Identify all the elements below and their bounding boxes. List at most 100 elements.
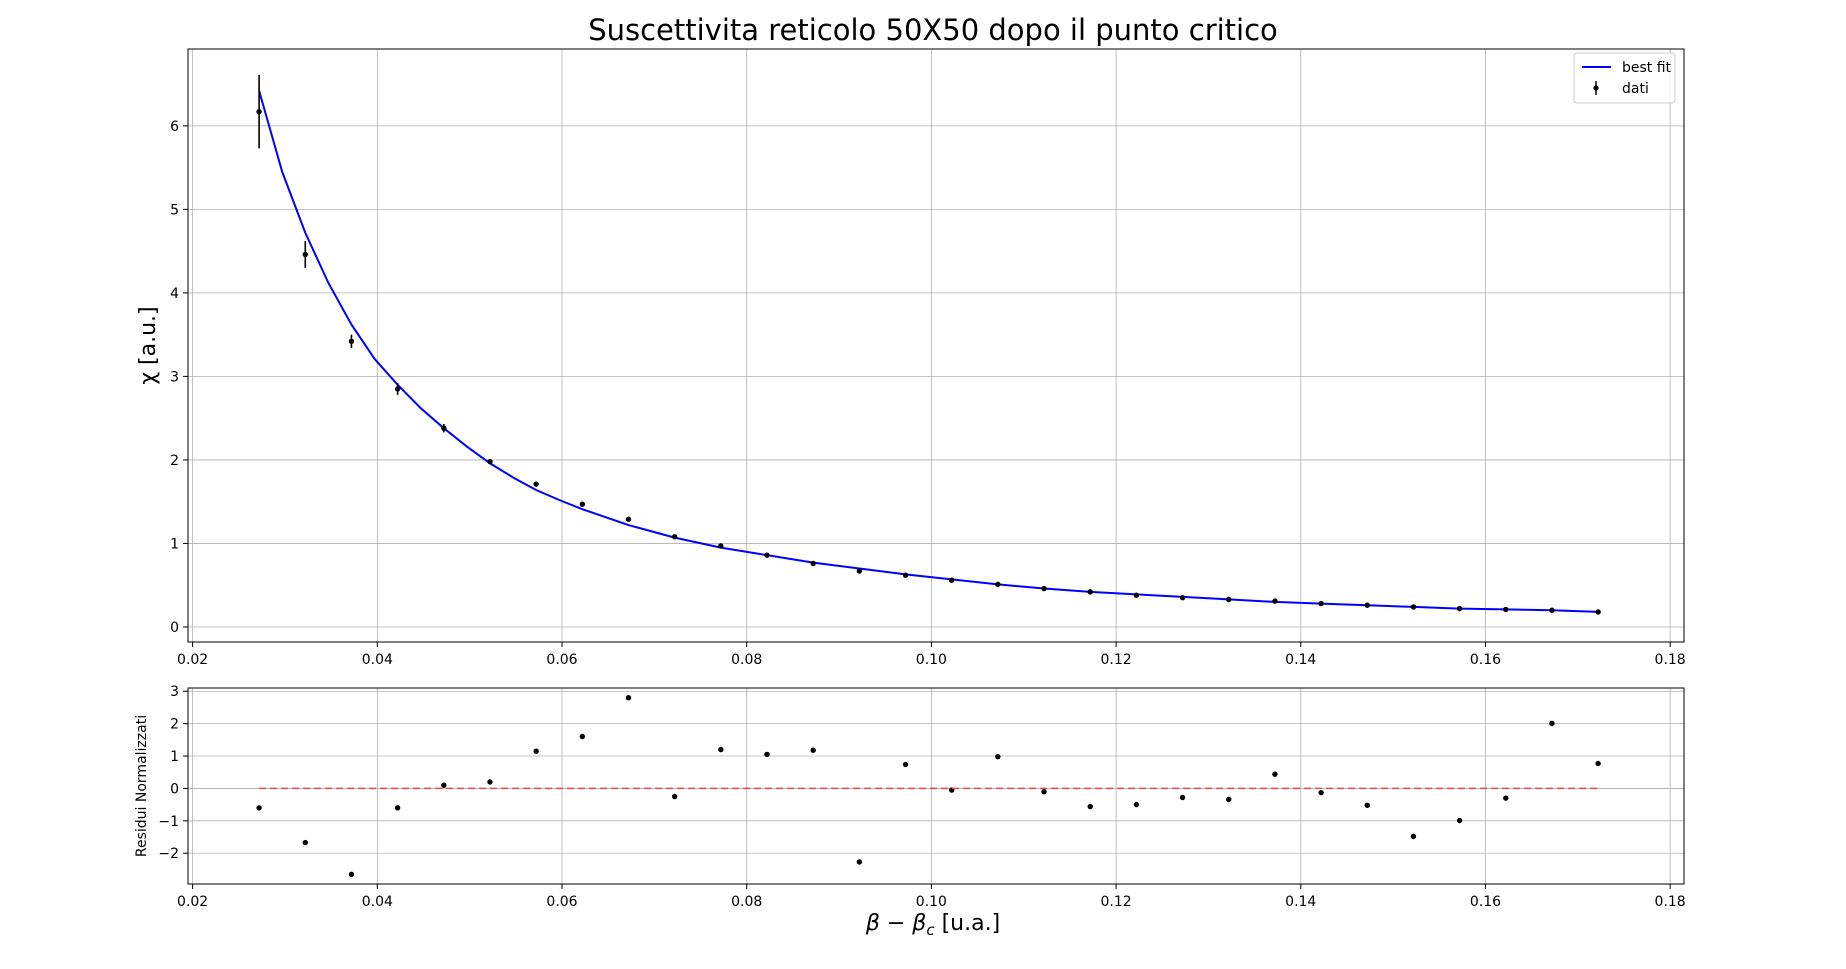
main-chart-panel: 0.02 0.04 0.06 0.08 0.10 0.12 0.14 0.16 0.18 0 1 2… [136, 48, 1686, 668]
main-data-point [256, 108, 262, 115]
main-data-point [902, 572, 909, 578]
main-x-tick-label: 0.14 [1285, 652, 1316, 668]
legend-dati-marker-swatch [1593, 85, 1599, 91]
res-residual-point [256, 805, 262, 811]
res-residual-point [1041, 788, 1047, 795]
res-residual-point [1595, 760, 1601, 767]
res-x-tick-label: 0.12 [1100, 894, 1131, 910]
xlabel-unit: [u.a.] [935, 911, 1001, 936]
main-x-tick-label: 0.04 [362, 652, 393, 668]
res-y-tick-label: 2 [170, 717, 179, 733]
res-residual-point [995, 753, 1001, 760]
res-residual-point [764, 751, 770, 758]
res-residual-point [1133, 801, 1140, 808]
main-data-point [1087, 589, 1093, 595]
main-data-point [995, 581, 1001, 588]
main-data-point [1226, 596, 1232, 603]
res-residual-point [718, 746, 724, 753]
res-residual-point [1456, 817, 1463, 824]
main-data-point [1364, 602, 1370, 608]
main-x-tick-label: 0.16 [1470, 652, 1501, 668]
residuals-chart-x-ticks: 0.02 0.04 0.06 0.08 0.10 0.12 0.14 0.16 0.18 [177, 884, 1686, 910]
res-residual-point [302, 839, 308, 846]
residuals-chart-grid [188, 688, 1684, 884]
legend-box [1573, 52, 1676, 104]
main-data-point [1133, 592, 1140, 598]
residuals-chart-panel: 0.02 0.04 0.06 0.08 0.10 0.12 0.14 0.16 0.18 −2−… [134, 684, 1686, 939]
res-residual-point [1226, 796, 1232, 803]
main-data-point [1456, 605, 1463, 612]
main-data-point [948, 577, 955, 583]
xlabel-beta-c: β [911, 911, 926, 936]
res-x-tick-label: 0.04 [362, 894, 393, 910]
res-residual-point [902, 761, 909, 768]
main-x-tick-label: 0.08 [731, 652, 762, 668]
res-x-tick-label: 0.08 [731, 894, 762, 910]
main-x-tick-label: 0.18 [1655, 652, 1686, 668]
main-data-point [1549, 607, 1555, 613]
res-residual-point [1087, 803, 1093, 810]
main-y-tick-label: 0 [170, 620, 179, 636]
chart-legend: best fit dati [1573, 52, 1676, 104]
res-y-tick-label: −2 [158, 846, 179, 862]
residuals-chart-x-axis-label: β − βc [u.a.] [865, 911, 1000, 939]
res-residual-point [810, 747, 816, 753]
res-residual-point [1318, 789, 1324, 796]
main-data-point [1179, 595, 1186, 601]
res-residual-point [625, 695, 632, 701]
main-data-point [1041, 585, 1047, 592]
main-data-point [671, 534, 678, 540]
xlabel-beta: β [865, 911, 880, 936]
res-residual-point [1272, 771, 1278, 777]
res-residual-point [394, 805, 401, 811]
main-data-point [810, 560, 816, 567]
main-chart-y-ticks: 0 1 2 3 4 5 6 [170, 119, 188, 636]
main-data-point [394, 386, 401, 392]
res-residual-point [487, 779, 493, 785]
res-x-tick-label: 0.06 [546, 894, 577, 910]
res-residual-point [1410, 833, 1417, 840]
res-residual-point [1364, 802, 1370, 808]
main-data-point [533, 481, 539, 487]
main-data-point [1318, 600, 1324, 607]
xlabel-minus: − [880, 911, 912, 936]
residuals-chart-series [256, 695, 1601, 877]
main-data-point [302, 251, 308, 258]
res-x-tick-label: 0.18 [1655, 894, 1686, 910]
residuals-chart-y-axis-label: Residui Normalizzati [134, 715, 150, 857]
main-data-point [764, 552, 770, 558]
xlabel-subscript-c: c [926, 921, 935, 939]
residuals-chart-frame [187, 687, 1685, 885]
main-y-tick-label: 2 [170, 453, 179, 469]
main-chart-series [256, 74, 1601, 615]
res-residual-point [1549, 720, 1555, 727]
main-data-point [441, 425, 447, 431]
res-residual-point [671, 793, 678, 800]
main-y-tick-label: 3 [170, 369, 179, 385]
main-data-point [1272, 598, 1278, 604]
main-data-point [856, 568, 863, 574]
main-chart-y-axis-label: χ [a.u.] [136, 306, 161, 384]
res-y-tick-label: 1 [170, 749, 179, 765]
res-residual-point [1179, 794, 1186, 801]
main-data-point [487, 458, 493, 465]
main-data-point [579, 501, 586, 507]
res-residual-point [348, 871, 355, 877]
res-y-tick-label: −1 [158, 814, 179, 830]
main-y-tick-label: 5 [170, 202, 179, 218]
res-y-tick-label: 3 [170, 684, 179, 700]
main-y-tick-label: 1 [170, 536, 179, 552]
main-data-point [718, 543, 724, 549]
legend-dati-label: dati [1622, 81, 1649, 97]
main-x-tick-label: 0.10 [916, 652, 947, 668]
res-y-tick-label: 0 [170, 781, 179, 797]
main-data-point [625, 516, 632, 522]
res-residual-point [856, 859, 863, 865]
res-x-tick-label: 0.14 [1285, 894, 1316, 910]
res-residual-point [441, 782, 447, 788]
main-data-point [1503, 606, 1509, 613]
res-residual-point [579, 733, 586, 740]
res-x-tick-label: 0.10 [916, 894, 947, 910]
